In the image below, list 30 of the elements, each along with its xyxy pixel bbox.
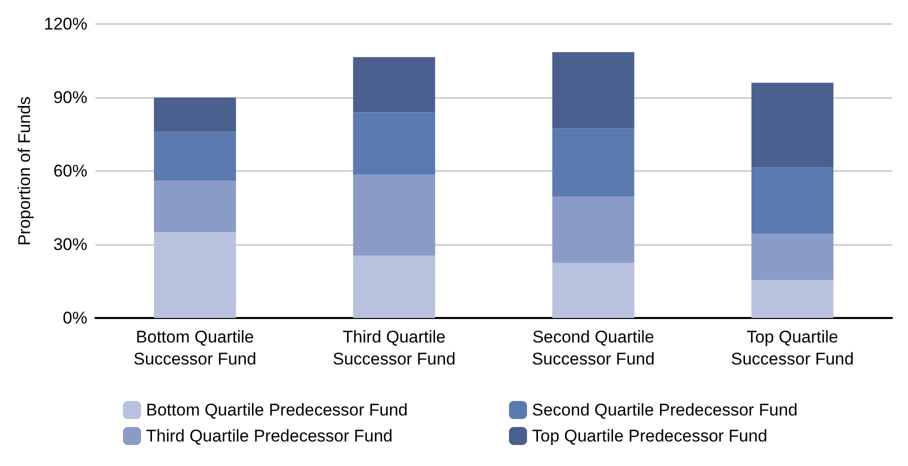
bar (552, 52, 634, 128)
y-tick-label: 0% (62, 308, 88, 328)
legend-label: Bottom Quartile Predecessor Fund (146, 400, 408, 420)
bar (751, 167, 834, 234)
legend-label: Top Quartile Predecessor Fund (532, 426, 768, 446)
y-tick-label: 120% (44, 14, 88, 34)
bar (154, 98, 236, 132)
bar (552, 128, 634, 197)
y-axis-title: Proportion of Funds (15, 96, 34, 246)
bar (353, 112, 436, 175)
bar (154, 132, 236, 181)
bar (552, 196, 634, 263)
bar (353, 256, 436, 318)
x-tick-label: Second Quartile Successor Fund (532, 328, 655, 368)
legend-label: Third Quartile Predecessor Fund (146, 426, 393, 446)
y-tick-label: 30% (53, 235, 88, 254)
bar (154, 180, 236, 232)
bar (552, 262, 634, 318)
bar (751, 233, 834, 280)
bar (154, 232, 236, 318)
y-tick-label: 90% (53, 88, 88, 107)
x-tick-label: Third Quartile Successor Fund (332, 328, 456, 368)
bar (353, 57, 436, 112)
legend-label: Second Quartile Predecessor Fund (532, 400, 798, 420)
bar (353, 174, 436, 256)
bar (751, 280, 834, 318)
x-tick-label: Top Quartile Successor Fund (731, 328, 854, 368)
bar (751, 82, 834, 168)
y-tick-label: 60% (53, 162, 88, 180)
x-tick-label: Bottom Quartile Successor Fund (134, 328, 256, 368)
